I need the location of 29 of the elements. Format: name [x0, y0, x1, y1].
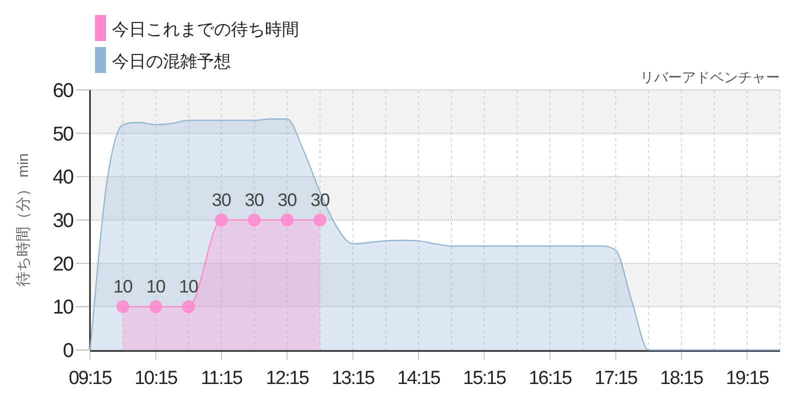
legend-label: 今日の混雑予想 [112, 52, 231, 71]
y-tick-label: 20 [52, 253, 74, 276]
x-tick-label: 17:15 [594, 368, 638, 389]
data-label: 30 [278, 190, 298, 210]
y-tick-label: 30 [52, 210, 74, 232]
x-tick-label: 18:15 [660, 368, 704, 389]
x-tick-label: 12:15 [266, 368, 309, 389]
y-tick-label: 60 [52, 80, 74, 102]
x-tick-label: 15:15 [463, 368, 506, 389]
x-tick-label: 19:15 [726, 368, 769, 389]
y-tick-label: 40 [52, 166, 74, 189]
x-tick-label: 16:15 [528, 368, 572, 389]
legend-label: 今日これまでの待ち時間 [112, 20, 299, 39]
x-tick-label: 09:15 [68, 368, 112, 389]
data-label: 10 [113, 276, 133, 297]
data-label: 10 [146, 276, 166, 297]
x-tick-label: 11:15 [200, 368, 242, 389]
y-tick-label: 10 [52, 296, 74, 319]
x-tick-label: 13:15 [332, 368, 375, 389]
x-tick-label: 10:15 [134, 368, 178, 389]
data-label: 10 [179, 276, 199, 297]
data-label: 30 [310, 190, 330, 210]
data-label: 30 [212, 190, 232, 210]
chart-title: リバーアドベンチャー [640, 69, 780, 85]
y-tick-label: 50 [52, 123, 74, 146]
x-tick-label: 14:15 [397, 368, 440, 389]
data-label: 30 [244, 190, 264, 210]
y-axis-title: 待ち時間（分） min [15, 153, 32, 287]
y-tick-label: 0 [62, 340, 74, 362]
